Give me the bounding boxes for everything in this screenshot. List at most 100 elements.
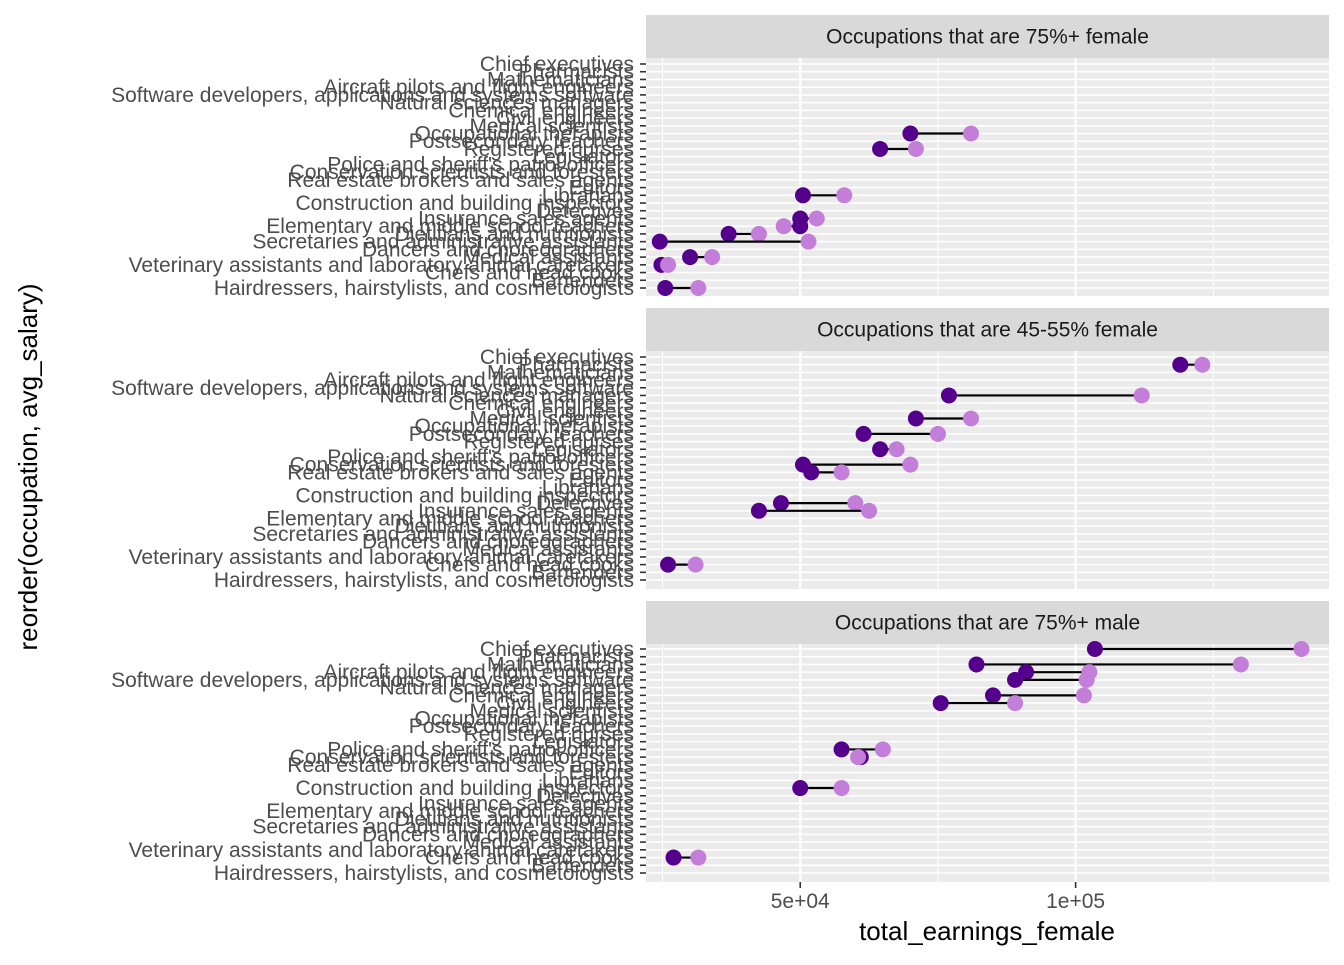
y-tick-label: Conservation scientists and foresters [290, 454, 634, 477]
y-tick-label: Insurance sales agents [418, 500, 634, 523]
end-point [1293, 641, 1310, 657]
y-tick-label: Pharmacists [518, 61, 634, 84]
y-tick-label: Medical scientists [469, 408, 634, 431]
start-point [932, 695, 949, 712]
start-point [750, 502, 767, 519]
y-tick-label: Postsecondary teachers [409, 130, 634, 153]
dumbbell-row [651, 233, 817, 250]
dumbbell-row [968, 656, 1249, 673]
y-tick-label: Pharmacists [518, 354, 634, 377]
start-point [720, 225, 737, 242]
start-point [794, 187, 811, 204]
y-tick-label: Software developers, applications and sy… [111, 377, 634, 400]
end-point [660, 256, 677, 273]
y-tick-label: Software developers, applications and sy… [111, 84, 634, 107]
dumbbell-row [855, 425, 946, 442]
end-point [1133, 387, 1150, 404]
end-point [836, 187, 853, 204]
y-tick-label: Police and sheriff's patrol officers [327, 446, 634, 469]
end-point [704, 249, 721, 266]
y-tick-label: Chief executives [480, 53, 634, 76]
y-tick-label: Natural sciences managers [380, 384, 634, 407]
end-point [929, 425, 946, 442]
dumbbell-row [720, 225, 767, 242]
dumbbell-row [794, 187, 853, 204]
y-tick-label: Conservation scientists and foresters [290, 161, 634, 184]
y-tick-label: Chief executives [480, 346, 634, 369]
dumbbell-row [772, 495, 864, 512]
facet-strip [646, 308, 1329, 351]
start-point [803, 464, 820, 481]
y-tick-label: Occupational therapists [415, 123, 634, 146]
start-point [772, 495, 789, 512]
start-point [682, 249, 699, 266]
y-tick-label: Secretaries and administrative assistant… [252, 816, 634, 839]
start-point [1086, 641, 1103, 657]
y-tick-label: Natural sciences managers [380, 677, 634, 700]
dumbbell-row [932, 695, 1024, 712]
y-tick-label: Librarians [542, 184, 634, 207]
dumbbell-row [872, 140, 924, 157]
y-tick-label: Chefs and head cooks [425, 847, 634, 870]
y-tick-label: Hairdressers, hairstylists, and cosmetol… [214, 862, 634, 885]
y-tick-label: Police and sheriff's patrol officers [327, 153, 634, 176]
start-point [1172, 356, 1189, 373]
start-point [968, 656, 985, 673]
start-point [657, 280, 674, 296]
x-tick-label: 1e+05 [1046, 890, 1105, 913]
end-point [874, 741, 891, 758]
dumbbell-row [1007, 671, 1095, 688]
x-axis: 5e+04 1e+05 [771, 882, 1105, 913]
y-tick-label: Chemical engineers [448, 684, 634, 707]
y-tick-label: Mathematicians [487, 68, 634, 91]
y-tick-label: Chief executives [480, 638, 634, 661]
y-axis-title: reorder(occupation, avg_salary) [13, 283, 43, 650]
facet-panel: Occupations that are 75%+ male Chief exec… [111, 601, 1329, 885]
dumbbell-row [940, 387, 1150, 404]
y-tick-label: Insurance sales agents [418, 792, 634, 815]
y-tick-label: Dancers and choreographers [362, 531, 634, 554]
facet-panel: Occupations that are 45-55% female Chief … [111, 308, 1329, 592]
end-point [833, 780, 850, 797]
y-tick-label: Postsecondary teachers [409, 423, 634, 446]
y-tick-label: Civil engineers [496, 107, 634, 130]
end-point [907, 140, 924, 157]
start-point [907, 410, 924, 427]
dumbbell-row [902, 125, 979, 142]
dumbbell-row [850, 749, 869, 766]
y-tick-label: Construction and building inspectors [295, 484, 634, 507]
y-tick-label: Medical assistants [462, 538, 634, 561]
facet-strip-label: Occupations that are 75%+ female [826, 26, 1149, 49]
start-point [1007, 671, 1024, 688]
y-tick-label: Veterinary assistants and laboratory ani… [129, 839, 634, 862]
facet-strip-label: Occupations that are 45-55% female [817, 319, 1158, 342]
y-tick-label: Real estate brokers and sales agents [287, 754, 634, 777]
dumbbell-row [985, 687, 1092, 704]
y-tick-label: Civil engineers [496, 692, 634, 715]
facet-panel: Occupations that are 75%+ female Chief ex… [111, 15, 1329, 300]
y-tick-label: Medical scientists [469, 115, 634, 138]
end-point [690, 280, 707, 296]
end-point [962, 125, 979, 142]
y-tick-label: Pharmacists [518, 646, 634, 669]
y-tick-label: Librarians [542, 769, 634, 792]
y-tick-label: Chefs and head cooks [425, 262, 634, 285]
y-tick-label: Legislators [532, 146, 634, 169]
y-tick-label: Detectives [536, 200, 634, 223]
y-tick-label: Bartenders [531, 561, 634, 584]
y-tick-label: Natural sciences managers [380, 92, 634, 115]
y-tick-label: Real estate brokers and sales agents [287, 461, 634, 484]
dumbbell-row [750, 502, 878, 519]
facet-strip [646, 15, 1329, 58]
y-tick-label: Conservation scientists and foresters [290, 746, 634, 769]
facet-strip-label: Occupations that are 75%+ male [835, 612, 1140, 635]
y-tick-label: Hairdressers, hairstylists, and cosmetol… [214, 569, 634, 592]
y-tick-label: Registered nurses [464, 138, 634, 161]
start-point [792, 218, 809, 235]
end-point [1078, 671, 1095, 688]
dumbbell-row [907, 410, 979, 427]
y-tick-label: Editors [569, 177, 634, 200]
y-tick-label: Postsecondary teachers [409, 715, 634, 738]
y-tick-label: Aircraft pilots and flight engineers [324, 661, 635, 684]
